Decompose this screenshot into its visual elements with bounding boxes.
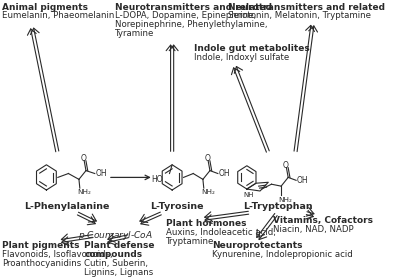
Text: Neurotransmitters and related: Neurotransmitters and related <box>228 3 384 12</box>
Text: Eumelanin, Phaeomelanin: Eumelanin, Phaeomelanin <box>2 11 115 20</box>
Text: Auxins, Indoleacetic acid,: Auxins, Indoleacetic acid, <box>166 228 276 237</box>
Text: NH₂: NH₂ <box>77 189 91 195</box>
Text: Plant hormones: Plant hormones <box>166 219 246 228</box>
Text: Lignins, Lignans: Lignins, Lignans <box>84 268 154 277</box>
Text: Serotonin, Melatonin, Tryptamine: Serotonin, Melatonin, Tryptamine <box>228 11 370 20</box>
Text: OH: OH <box>297 176 308 185</box>
Text: Indole, Indoxyl sulfate: Indole, Indoxyl sulfate <box>194 53 289 62</box>
Text: Flavonoids, Isoflavonoids,: Flavonoids, Isoflavonoids, <box>2 250 113 259</box>
Text: Animal pigments: Animal pigments <box>2 3 88 12</box>
Text: Plant pigments: Plant pigments <box>2 242 80 250</box>
Text: Tryptamine: Tryptamine <box>166 237 214 246</box>
Text: Proanthocyanidins: Proanthocyanidins <box>2 259 82 268</box>
Text: Kynurenine, Indolepropionic acid: Kynurenine, Indolepropionic acid <box>212 250 352 259</box>
Text: Neuroprotectants: Neuroprotectants <box>212 242 302 250</box>
Text: Norepinephrine, Phenylethylamine,: Norepinephrine, Phenylethylamine, <box>115 20 268 29</box>
Text: OH: OH <box>96 169 107 178</box>
Text: L-DOPA, Dopamine, Epinephrine,: L-DOPA, Dopamine, Epinephrine, <box>115 11 256 20</box>
Text: O: O <box>81 155 86 163</box>
Text: NH₂: NH₂ <box>201 189 215 195</box>
Text: Tyramine: Tyramine <box>115 29 154 38</box>
Text: Neurotransmitters and related: Neurotransmitters and related <box>115 3 272 12</box>
Text: HO: HO <box>151 175 162 185</box>
Text: $p$-Coumaryl-CoA: $p$-Coumaryl-CoA <box>78 229 152 242</box>
Text: Indole gut metabolites: Indole gut metabolites <box>194 44 310 53</box>
Text: Niacin, NAD, NADP: Niacin, NAD, NADP <box>273 225 354 234</box>
Text: Cutin, Suberin,: Cutin, Suberin, <box>84 259 148 268</box>
Text: L-Tyrosine: L-Tyrosine <box>150 202 203 211</box>
Text: L-Tryptophan: L-Tryptophan <box>243 202 312 211</box>
Text: NH₂: NH₂ <box>278 197 292 203</box>
Text: O: O <box>205 155 210 163</box>
Text: O: O <box>283 161 289 170</box>
Text: L-Phenylalanine: L-Phenylalanine <box>24 202 109 211</box>
Text: NH: NH <box>243 192 254 198</box>
Text: Plant defense: Plant defense <box>84 242 155 250</box>
Text: compounds: compounds <box>84 250 142 259</box>
Text: Vitamins, Cofactors: Vitamins, Cofactors <box>273 216 373 225</box>
Text: OH: OH <box>219 169 230 178</box>
